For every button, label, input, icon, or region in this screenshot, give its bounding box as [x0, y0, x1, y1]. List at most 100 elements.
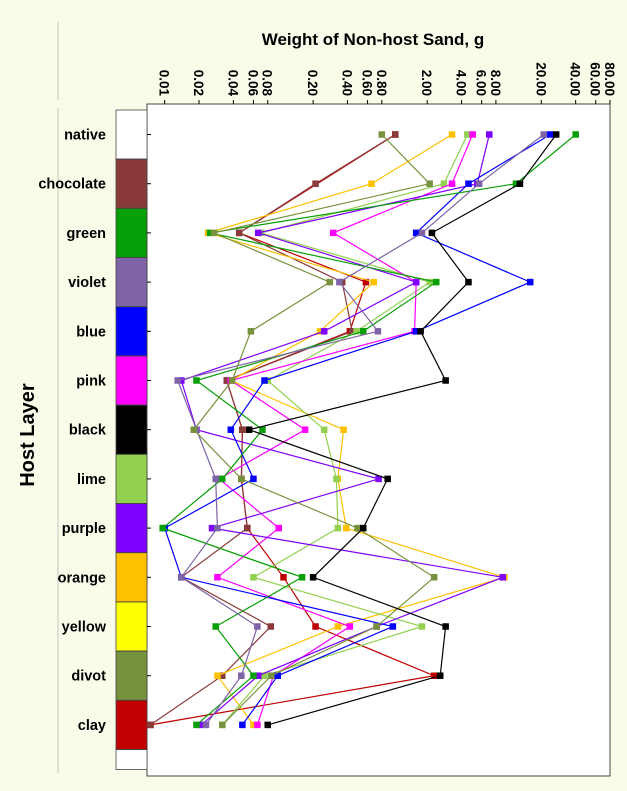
- data-point: [178, 574, 185, 581]
- data-point: [430, 574, 438, 581]
- data-point: [346, 623, 354, 630]
- data-point: [368, 180, 375, 187]
- x-tick-label: 0.08: [260, 70, 275, 97]
- x-axis-title: Weight of Non-host Sand, g: [262, 30, 485, 49]
- category-label: green: [67, 226, 107, 242]
- data-point: [326, 278, 334, 286]
- data-point: [264, 721, 271, 729]
- category-label: divot: [71, 669, 106, 685]
- data-point: [250, 574, 257, 581]
- category-swatch: [115, 257, 148, 308]
- data-point: [442, 623, 449, 630]
- data-point: [275, 524, 283, 532]
- category-label: black: [69, 423, 107, 439]
- data-point: [412, 278, 420, 286]
- data-point: [486, 131, 493, 138]
- data-point: [268, 672, 275, 679]
- data-point: [250, 475, 257, 483]
- data-point: [227, 426, 235, 433]
- data-point: [254, 623, 261, 630]
- data-point: [370, 278, 378, 286]
- data-point: [239, 426, 246, 433]
- x-tick-label: 4.00: [454, 70, 469, 96]
- data-point: [250, 672, 257, 679]
- data-point: [475, 180, 483, 187]
- data-point: [428, 229, 436, 237]
- data-point: [353, 328, 360, 335]
- data-point: [159, 524, 166, 532]
- x-tick-label: 0.20: [305, 70, 320, 96]
- data-point: [214, 574, 221, 581]
- category-swatch: [115, 552, 148, 603]
- data-point: [442, 377, 449, 384]
- data-point: [426, 180, 433, 187]
- x-tick-label: 6.00: [474, 70, 489, 96]
- data-point: [417, 328, 424, 335]
- category-swatch: [115, 650, 148, 701]
- data-point: [340, 426, 347, 433]
- data-point: [235, 229, 243, 237]
- data-point: [465, 180, 472, 187]
- data-point: [301, 426, 309, 433]
- data-point: [373, 623, 380, 630]
- data-point: [374, 328, 382, 335]
- data-point: [254, 721, 261, 729]
- x-tick-label: 0.01: [157, 70, 172, 97]
- data-point: [336, 278, 343, 286]
- data-point: [208, 524, 216, 532]
- data-point: [261, 377, 268, 384]
- category-swatch: [115, 404, 148, 455]
- category-swatch: [115, 306, 148, 357]
- data-point: [239, 721, 246, 729]
- data-point: [436, 672, 444, 679]
- category-label: lime: [77, 472, 106, 488]
- data-point: [254, 229, 262, 237]
- data-point: [212, 623, 219, 630]
- data-point: [552, 131, 560, 138]
- data-point: [527, 278, 534, 286]
- category-swatch: [115, 207, 148, 258]
- y-axis-title: Host Layer: [17, 383, 39, 487]
- data-point: [329, 229, 337, 237]
- data-point: [426, 278, 433, 286]
- data-point: [540, 131, 547, 138]
- data-point: [298, 574, 306, 581]
- data-point: [193, 721, 200, 729]
- data-point: [174, 377, 181, 384]
- x-tick-label: 8.00: [488, 70, 503, 96]
- category-label: yellow: [62, 620, 107, 636]
- data-point: [359, 328, 367, 335]
- data-point: [465, 278, 472, 286]
- category-label: purple: [62, 521, 106, 537]
- data-point: [280, 574, 287, 581]
- data-point: [418, 229, 426, 237]
- data-point: [238, 475, 245, 483]
- category-swatch: [115, 700, 148, 750]
- data-point: [190, 426, 198, 433]
- x-tick-label: 0.04: [225, 70, 240, 97]
- data-point: [267, 623, 274, 630]
- data-point: [469, 131, 476, 138]
- data-point: [214, 524, 221, 532]
- data-point: [359, 524, 367, 532]
- category-label: blue: [76, 324, 106, 340]
- data-point: [547, 131, 554, 138]
- data-point: [219, 721, 226, 729]
- data-point: [334, 524, 342, 532]
- x-tick-label: 0.02: [191, 70, 206, 96]
- x-tick-label: 60.00: [588, 62, 603, 96]
- category-swatch: [115, 453, 148, 504]
- data-point: [309, 574, 317, 581]
- x-tick-label: 0.60: [360, 70, 375, 96]
- data-point: [448, 180, 456, 187]
- category-label: clay: [78, 718, 106, 734]
- data-point: [378, 131, 386, 138]
- data-point: [392, 131, 399, 138]
- data-point: [244, 524, 251, 532]
- data-point: [448, 131, 456, 138]
- category-label: pink: [76, 374, 107, 390]
- category-swatch: [115, 503, 148, 554]
- data-point: [193, 377, 200, 384]
- x-tick-label: 2.00: [419, 70, 434, 96]
